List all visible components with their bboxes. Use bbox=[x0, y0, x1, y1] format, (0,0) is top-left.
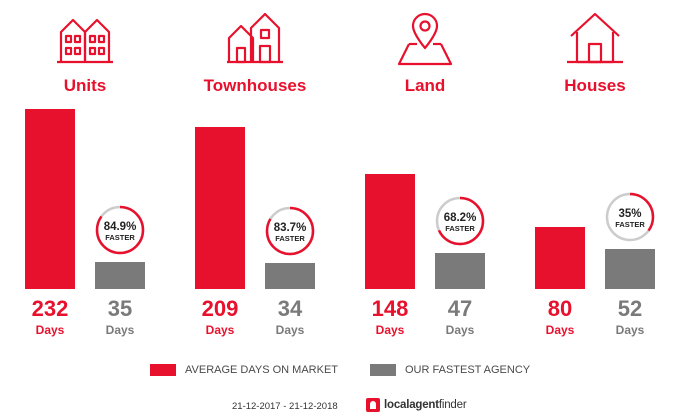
faster-ring: 35%FASTER bbox=[605, 192, 655, 242]
days-label-agency: Days bbox=[105, 323, 135, 337]
days-label-agency: Days bbox=[445, 323, 475, 337]
footer-date-range: 21-12-2017 - 21-12-2018 bbox=[232, 401, 338, 412]
brand-logo-text: localagentfinder bbox=[384, 399, 467, 411]
faster-word: FASTER bbox=[445, 224, 475, 233]
bar-agency bbox=[95, 262, 145, 289]
category-label: Units bbox=[63, 76, 107, 95]
value-label-agency: 47 bbox=[447, 296, 473, 321]
apartment-building-icon bbox=[57, 18, 113, 64]
value-label-agency: 34 bbox=[277, 296, 303, 321]
faster-ring: 84.9%FASTER bbox=[95, 205, 145, 255]
category-header: Townhouses bbox=[185, 8, 325, 96]
faster-ring: 68.2%FASTER bbox=[435, 196, 485, 246]
value-label-agency: 35 bbox=[107, 296, 133, 321]
faster-ring: 83.7%FASTER bbox=[265, 206, 315, 256]
bar-market bbox=[535, 227, 585, 289]
legend-item-agency: OUR FASTEST AGENCY bbox=[370, 364, 530, 376]
value-label-market: 80 bbox=[547, 296, 573, 321]
category-label: Land bbox=[404, 76, 446, 95]
brand-logo-bold: localagent bbox=[384, 399, 439, 411]
faster-percent: 84.9% bbox=[104, 221, 137, 233]
bar-market bbox=[195, 127, 245, 289]
category-header: Land bbox=[355, 8, 495, 96]
days-label-agency: Days bbox=[615, 323, 645, 337]
legend-swatch-market bbox=[150, 364, 176, 376]
faster-word: FASTER bbox=[615, 220, 645, 229]
value-label-market: 148 bbox=[371, 296, 409, 321]
faster-percent: 68.2% bbox=[444, 212, 477, 224]
bar-agency bbox=[605, 249, 655, 289]
category-header: Units bbox=[15, 8, 155, 96]
value-label-market: 209 bbox=[201, 296, 239, 321]
legend-label-market: AVERAGE DAYS ON MARKET bbox=[185, 364, 339, 376]
bar-agency bbox=[265, 263, 315, 289]
faster-percent: 35% bbox=[618, 208, 641, 220]
legend-swatch-agency bbox=[370, 364, 396, 376]
faster-ring-progress bbox=[435, 196, 485, 246]
faster-word: FASTER bbox=[275, 234, 305, 243]
faster-ring-progress bbox=[605, 192, 655, 242]
footer: 21-12-2017 - 21-12-2018 localagentfinder bbox=[0, 398, 700, 416]
category-header: Houses bbox=[525, 8, 665, 96]
days-label-market: Days bbox=[205, 323, 235, 337]
days-label-market: Days bbox=[545, 323, 575, 337]
faster-percent: 83.7% bbox=[274, 222, 307, 234]
faster-word: FASTER bbox=[105, 233, 135, 242]
faster-ring-progress bbox=[265, 206, 315, 256]
category-label: Houses bbox=[564, 76, 626, 95]
location-pin-land-icon bbox=[397, 12, 453, 66]
townhouse-icon bbox=[227, 12, 283, 64]
brand-logo: localagentfinder bbox=[366, 398, 467, 412]
bar-market bbox=[25, 109, 75, 289]
bar-market bbox=[365, 174, 415, 289]
legend-label-agency: OUR FASTEST AGENCY bbox=[405, 364, 531, 376]
house-icon bbox=[567, 12, 623, 64]
brand-logo-rest: finder bbox=[438, 399, 467, 411]
chart-legend: AVERAGE DAYS ON MARKET OUR FASTEST AGENC… bbox=[0, 364, 700, 378]
legend-item-market: AVERAGE DAYS ON MARKET bbox=[150, 364, 338, 376]
bar-agency bbox=[435, 253, 485, 289]
days-label-agency: Days bbox=[275, 323, 305, 337]
value-label-agency: 52 bbox=[617, 296, 643, 321]
value-label-market: 232 bbox=[31, 296, 69, 321]
days-label-market: Days bbox=[35, 323, 65, 337]
category-label: Townhouses bbox=[203, 76, 307, 95]
days-label-market: Days bbox=[375, 323, 405, 337]
faster-ring-progress bbox=[95, 205, 145, 255]
brand-logo-icon bbox=[366, 398, 380, 412]
